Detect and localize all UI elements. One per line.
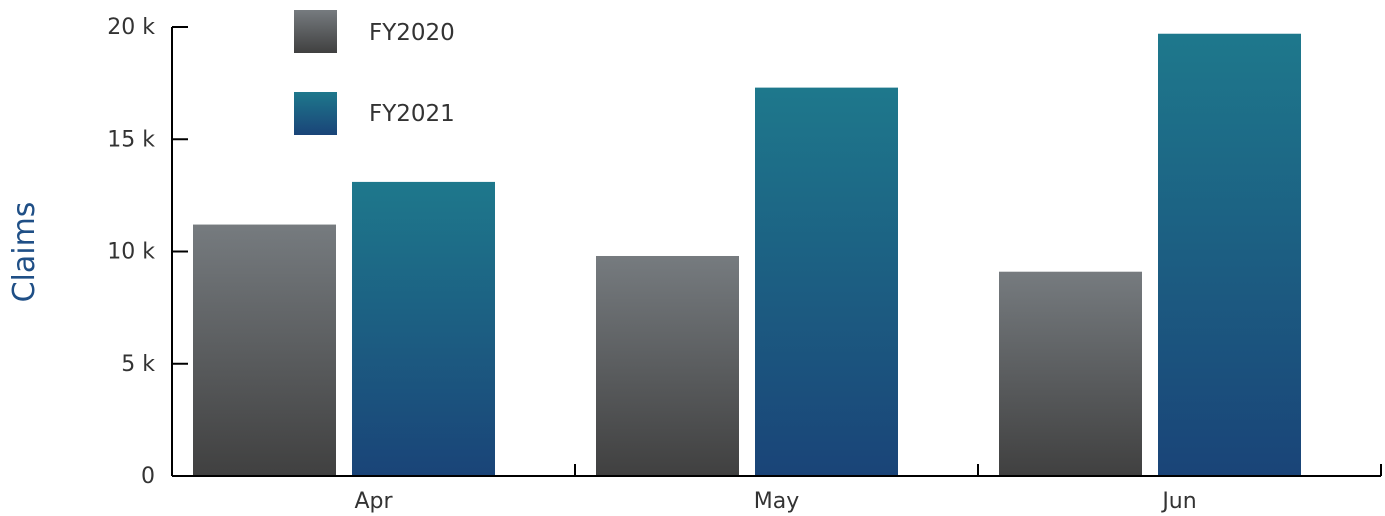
bar-fy2020-may — [596, 255, 739, 476]
legend: FY2020 FY2021 — [294, 10, 455, 135]
legend-label-fy2021: FY2021 — [369, 101, 455, 127]
legend-label-fy2020: FY2020 — [369, 20, 455, 46]
y-tick-label: 5 k — [121, 352, 155, 377]
bar-fy2020-jun — [999, 271, 1142, 476]
legend-swatch-fy2020 — [294, 10, 337, 53]
x-tick-label-apr: Apr — [354, 489, 393, 514]
ticks-layer: Apr May Jun 0 5 k 10 k 15 k 20 k — [107, 15, 1382, 514]
bar-fy2021-apr — [352, 181, 495, 476]
bars-layer — [193, 33, 1301, 477]
y-axis-title: Claims — [7, 202, 42, 303]
x-tick-label-may: May — [754, 489, 799, 514]
x-tick-label-jun: Jun — [1160, 489, 1196, 514]
bar-fy2021-jun — [1158, 33, 1301, 477]
y-tick-label: 0 — [141, 464, 155, 489]
bar-fy2020-apr — [193, 224, 336, 476]
y-tick-label: 20 k — [107, 15, 155, 40]
y-tick-label: 15 k — [107, 127, 155, 152]
legend-swatch-fy2021 — [294, 92, 337, 135]
y-tick-label: 10 k — [107, 240, 155, 265]
bar-fy2021-may — [755, 87, 898, 477]
